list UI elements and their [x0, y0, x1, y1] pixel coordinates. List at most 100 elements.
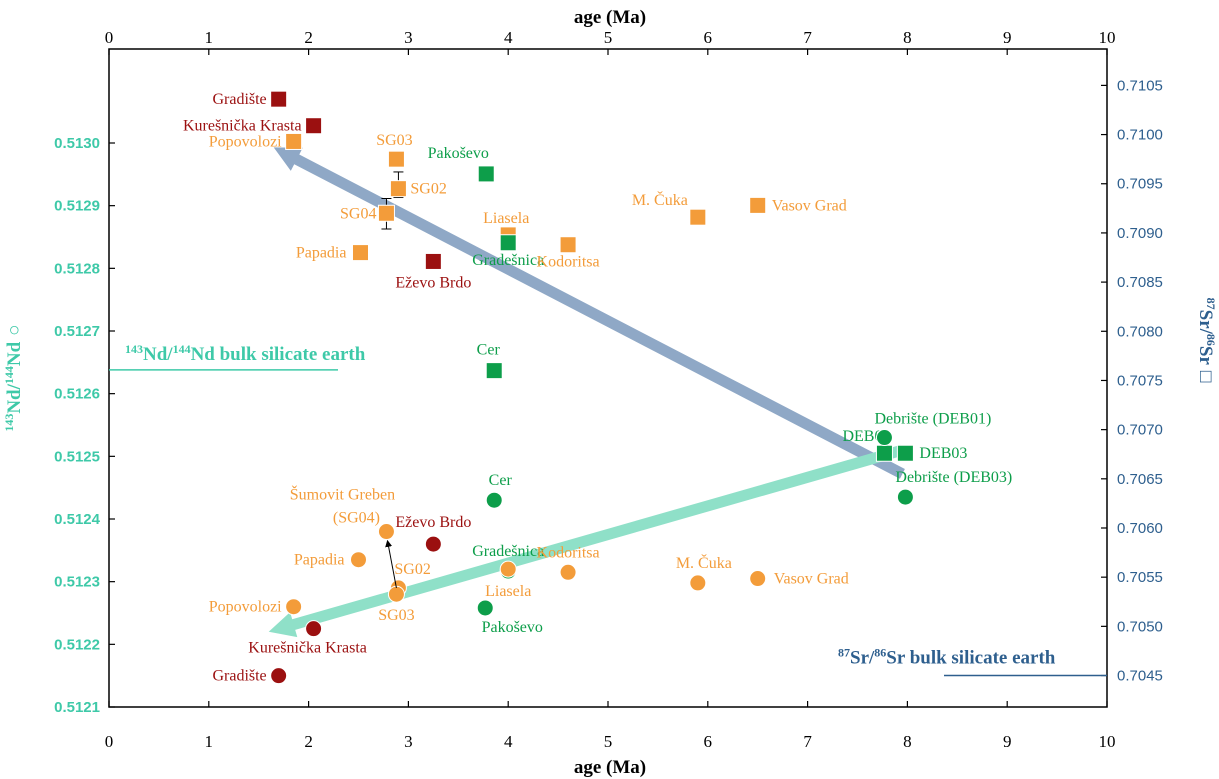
sr-point	[351, 244, 369, 262]
nd-point	[749, 570, 767, 588]
nd-point-label: Kodoritsa	[537, 544, 600, 561]
nd-point	[305, 620, 323, 638]
nd-point-label: SG02	[394, 561, 430, 578]
top-tick-label: 8	[903, 28, 912, 47]
nd-point-label: Debrište (DEB01)	[874, 411, 991, 428]
sr-point	[305, 117, 323, 135]
sr-point-label: SG04	[340, 205, 376, 222]
nd-point-label: SG03	[378, 607, 414, 624]
nd-tick-label: 0.5124	[54, 511, 101, 528]
bottom-tick-label: 10	[1099, 732, 1116, 751]
sr-axis-title: 87Sr/86Sr□	[1195, 298, 1218, 383]
sr-point	[749, 196, 767, 214]
sr-point	[485, 362, 503, 380]
nd-point	[270, 667, 288, 685]
sr-point	[270, 90, 288, 108]
sr-point	[377, 204, 395, 222]
sr-point-label: Pakoševo	[428, 145, 489, 162]
sr-point	[387, 150, 405, 168]
nd-point-label: Papadia	[294, 552, 345, 569]
nd-point	[689, 574, 707, 592]
bottom-tick-label: 2	[304, 732, 313, 751]
sr-point-label: Popovolozi	[209, 133, 282, 150]
sr-point	[559, 236, 577, 254]
nd-tick-label: 0.5128	[54, 260, 100, 277]
nd-point-label: Liasela	[485, 583, 531, 600]
sr-tick-label: 0.7100	[1117, 127, 1163, 144]
sr-tick-label: 0.7045	[1117, 668, 1163, 685]
nd-tick-label: 0.5122	[54, 636, 100, 653]
nd-tick-label: 0.5129	[54, 198, 100, 215]
sr-tick-label: 0.7090	[1117, 225, 1163, 242]
sr-bse-label: 87Sr/86Sr bulk silicate earth	[838, 646, 1056, 669]
nd-point	[896, 488, 914, 506]
sr-point	[689, 208, 707, 226]
sr-tick-label: 0.7055	[1117, 569, 1163, 586]
sr-point	[285, 132, 303, 150]
nd-series: Debrište (DEB01) Debrište (DEB03) Cer Eževo…	[209, 411, 1013, 685]
nd-tick-label: 0.5127	[54, 323, 100, 340]
bottom-axis-title: age (Ma)	[574, 757, 646, 778]
sr-point-label: Liasela	[483, 210, 529, 227]
nd-point-label: Pakoševo	[482, 619, 543, 636]
sr-point-label: Kodoritsa	[537, 254, 600, 271]
sr-point	[875, 444, 893, 462]
sr-point-label: Papadia	[296, 245, 347, 262]
nd-point-label: Vasov Grad	[774, 571, 849, 588]
nd-point	[285, 598, 303, 616]
sr-point-label: SG03	[376, 132, 412, 149]
sg04-label-line1: Šumovit Greben	[290, 485, 395, 504]
top-tick-label: 2	[304, 28, 313, 47]
bottom-tick-label: 4	[504, 732, 513, 751]
sr-point	[389, 180, 407, 198]
sr-point-label: Vasov Grad	[772, 197, 847, 214]
sr-point	[477, 165, 495, 183]
nd-point-label: Cer	[489, 472, 513, 489]
nd-point	[485, 491, 503, 509]
sr-point-label: Gradište	[212, 91, 266, 108]
sr-point	[499, 234, 517, 252]
bottom-tick-label: 1	[205, 732, 214, 751]
nd-tick-label: 0.5121	[54, 699, 100, 716]
bottom-tick-label: 8	[903, 732, 912, 751]
nd-bse-label: 143Nd/144Nd bulk silicate earth	[125, 342, 366, 365]
nd-point	[387, 585, 405, 603]
nd-point-label: Debrište (DEB03)	[895, 469, 1012, 486]
sr-tick-label: 0.7060	[1117, 520, 1163, 537]
bottom-tick-label: 3	[404, 732, 413, 751]
nd-point	[499, 560, 517, 578]
sr-point-label: DEB03	[919, 445, 967, 462]
sr-point-label: M. Čuka	[632, 190, 688, 209]
nd-point	[559, 563, 577, 581]
nd-axis-ticks: 0.5121 0.5122 0.5123 0.5124 0.5125 0.5126 0.51…	[54, 135, 115, 716]
bottom-tick-label: 9	[1003, 732, 1012, 751]
bottom-tick-label: 6	[704, 732, 713, 751]
sr-tick-label: 0.7095	[1117, 176, 1163, 193]
nd-tick-label: 0.5130	[54, 135, 100, 152]
sr-tick-label: 0.7075	[1117, 372, 1163, 389]
sr-tick-label: 0.7065	[1117, 471, 1163, 488]
nd-point-label: Gradište	[212, 668, 266, 685]
trend-arrows	[268, 147, 905, 638]
sr-point	[424, 252, 442, 270]
nd-point-label: M. Čuka	[676, 553, 732, 572]
nd-point	[476, 599, 494, 617]
top-tick-label: 5	[604, 28, 613, 47]
nd-axis-title: 143Nd/144Nd○	[2, 324, 25, 431]
sr-trend-arrow	[273, 147, 905, 479]
top-tick-label: 4	[504, 28, 513, 47]
svg-text:143Nd/144Nd○: 143Nd/144Nd○	[2, 324, 25, 431]
nd-point-label: Eževo Brdo	[395, 514, 471, 531]
top-tick-label: 3	[404, 28, 413, 47]
nd-point-label: Gradešnica	[472, 543, 544, 560]
sg04-label-line2: (SG04)	[333, 510, 380, 527]
sr-tick-label: 0.7085	[1117, 274, 1163, 291]
bottom-tick-label: 7	[803, 732, 812, 751]
sr-point-label: Kurešnička Krasta	[183, 118, 302, 135]
nd-trend-arrow	[268, 444, 904, 638]
top-x-axis-ticks: 0 1 2 3 4 5 6 7 8 9 10	[105, 28, 1116, 55]
top-tick-label: 10	[1099, 28, 1116, 47]
sg04-arrow	[385, 539, 397, 589]
